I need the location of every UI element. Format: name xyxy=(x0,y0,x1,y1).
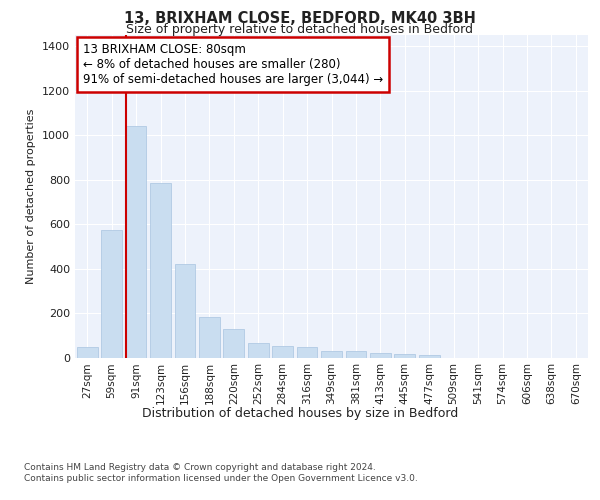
Text: Contains HM Land Registry data © Crown copyright and database right 2024.: Contains HM Land Registry data © Crown c… xyxy=(24,462,376,471)
Y-axis label: Number of detached properties: Number of detached properties xyxy=(26,108,37,284)
Bar xyxy=(394,354,415,358)
Text: 13, BRIXHAM CLOSE, BEDFORD, MK40 3BH: 13, BRIXHAM CLOSE, BEDFORD, MK40 3BH xyxy=(124,11,476,26)
Text: Distribution of detached houses by size in Bedford: Distribution of detached houses by size … xyxy=(142,408,458,420)
Bar xyxy=(248,344,269,357)
Bar xyxy=(419,355,440,358)
Bar xyxy=(272,346,293,358)
Bar xyxy=(175,264,196,358)
Text: 13 BRIXHAM CLOSE: 80sqm
← 8% of detached houses are smaller (280)
91% of semi-de: 13 BRIXHAM CLOSE: 80sqm ← 8% of detached… xyxy=(83,43,383,86)
Bar xyxy=(321,351,342,358)
Bar xyxy=(346,352,367,358)
Bar xyxy=(77,347,98,358)
Bar xyxy=(199,318,220,358)
Bar xyxy=(125,126,146,358)
Bar xyxy=(296,347,317,358)
Bar xyxy=(150,183,171,358)
Bar xyxy=(101,230,122,358)
Text: Contains public sector information licensed under the Open Government Licence v3: Contains public sector information licen… xyxy=(24,474,418,483)
Bar xyxy=(370,352,391,358)
Bar xyxy=(223,328,244,358)
Text: Size of property relative to detached houses in Bedford: Size of property relative to detached ho… xyxy=(127,22,473,36)
